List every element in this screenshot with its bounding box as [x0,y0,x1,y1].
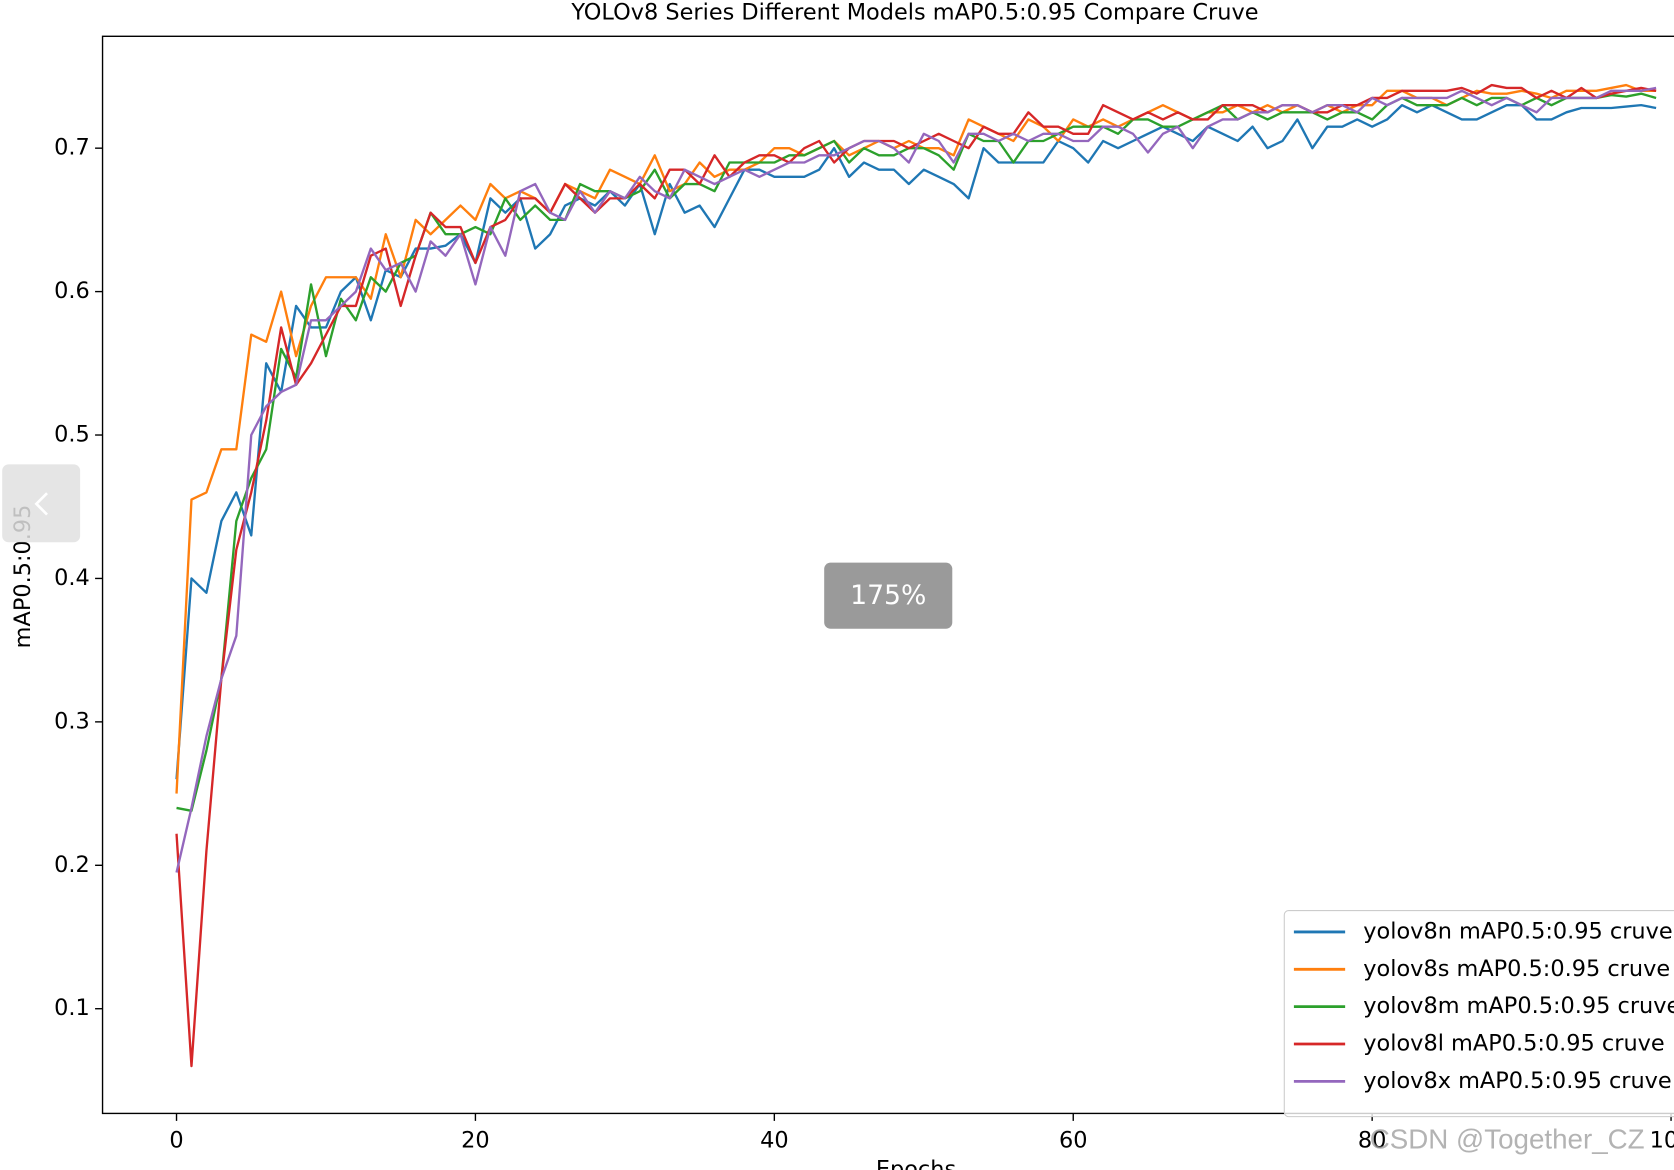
chart-title: YOLOv8 Series Different Models mAP0.5:0.… [570,0,1258,25]
zoom-badge [824,562,953,629]
prev-button-bg[interactable] [2,464,81,543]
prev-button[interactable] [2,464,81,543]
legend-label: yolov8s mAP0.5:0.95 cruve [1363,956,1670,982]
legend: yolov8n mAP0.5:0.95 cruve yolov8s mAP0.5:… [1283,910,1674,1118]
y-tick-label: 0.1 [54,995,90,1021]
prev-icon[interactable] [34,492,48,516]
y-tick-label: 0.3 [54,708,90,734]
series-line [175,103,1657,780]
y-tick-label: 0.7 [54,135,90,161]
series-line [175,83,1657,1068]
x-tick-label: 60 [1059,1128,1088,1154]
x-tick-label: 40 [760,1128,789,1154]
x-tick-label: 100 [1650,1128,1674,1154]
plot-area: 0.1 0.2 0.3 0.4 0.5 0.6 0.7 0 20 40 60 80 100 [54,35,1674,1154]
watermark: CSDN @Together_CZ [1370,1124,1645,1155]
y-tick-label: 0.2 [54,852,90,878]
y-tick-label: 0.4 [54,565,90,591]
legend-label: yolov8m mAP0.5:0.95 cruve [1363,993,1674,1019]
axes-frame [101,35,1674,1115]
zoom-level: 175% [850,580,926,611]
y-tick-label: 0.5 [54,422,90,448]
x-tick-label: 80 [1358,1128,1387,1154]
x-axis-label: Epochs [876,1157,956,1170]
x-tick-label: 0 [169,1128,183,1154]
legend-label: yolov8l mAP0.5:0.95 cruve [1363,1031,1664,1057]
series-line [175,86,1657,873]
x-tick-label: 20 [461,1128,490,1154]
legend-label: yolov8x mAP0.5:0.95 cruve [1363,1068,1671,1094]
legend-label: yolov8n mAP0.5:0.95 cruve [1363,918,1672,944]
legend-box [1283,910,1674,1118]
y-tick-label: 0.6 [54,278,90,304]
